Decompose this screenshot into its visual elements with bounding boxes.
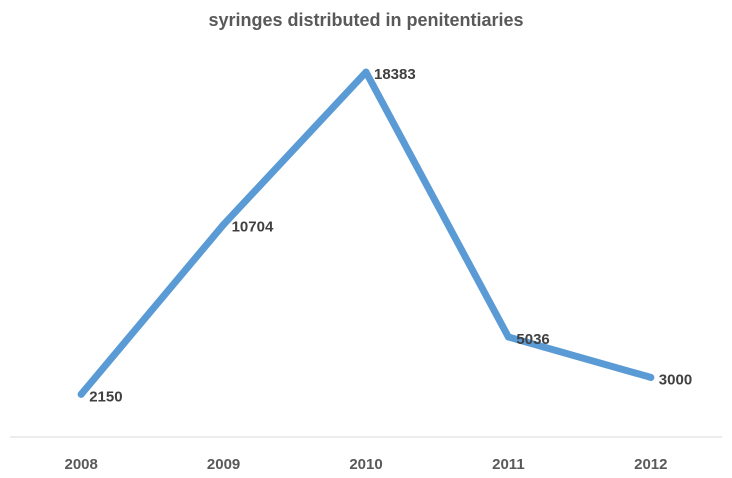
data-point-2009: [220, 221, 228, 229]
x-tick-label-2009: 2009: [207, 456, 240, 473]
data-point-2011: [504, 333, 512, 341]
data-point-2010: [362, 68, 370, 76]
data-label-2009: 10704: [232, 219, 274, 236]
chart-title: syringes distributed in penitentiaries: [208, 10, 524, 30]
data-point-2012: [647, 373, 655, 381]
series-line: [77, 68, 655, 398]
x-tick-label-2008: 2008: [65, 456, 98, 473]
data-label-2008: 2150: [89, 388, 122, 405]
x-tick-labels: 2008 2009 2010 2011 2012: [65, 456, 668, 473]
x-tick-label-2012: 2012: [634, 456, 667, 473]
data-labels: 2150 10704 18383 5036 3000: [89, 66, 692, 405]
x-tick-label-2011: 2011: [492, 456, 525, 473]
data-point-2008: [77, 390, 85, 398]
data-label-2011: 5036: [516, 331, 549, 348]
data-label-2012: 3000: [659, 371, 692, 388]
data-label-2010: 18383: [374, 66, 416, 83]
x-tick-label-2010: 2010: [349, 456, 382, 473]
